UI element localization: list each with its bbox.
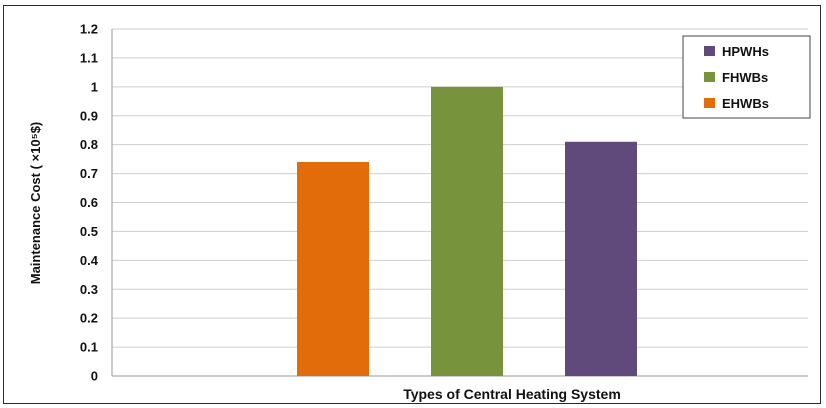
y-tick-label: 0.9 [80, 108, 98, 123]
y-tick-label: 0 [91, 369, 98, 384]
legend-swatch-ehwbs [704, 98, 715, 108]
y-tick-label: 0.8 [80, 137, 98, 152]
y-tick-label: 1.2 [80, 22, 98, 37]
x-axis-title: Types of Central Heating System [403, 386, 621, 402]
bar-hpwhs [565, 141, 637, 376]
legend-swatch-fhwbs [704, 72, 715, 82]
y-tick-label: 1 [91, 79, 98, 94]
legend-label-ehwbs: EHWBs [722, 96, 769, 111]
bars [297, 86, 637, 376]
y-tick-label: 0.1 [80, 340, 98, 355]
y-tick-label: 0.6 [80, 195, 98, 210]
legend: HPWHs FHWBs EHWBs [682, 35, 811, 119]
y-tick-label: 0.5 [80, 224, 98, 239]
y-tick-label: 0.3 [80, 282, 98, 297]
legend-label-hpwhs: HPWHs [722, 44, 769, 59]
y-tick-label: 0.2 [80, 311, 98, 326]
y-tick-label: 0.4 [80, 253, 99, 268]
legend-swatch-hpwhs [704, 46, 715, 56]
y-tick-label: 1.1 [80, 50, 98, 65]
y-tick-labels: 0 0.1 0.2 0.3 0.4 0.5 0.6 0.7 0.8 0.9 1 1.1 1.2 [80, 22, 99, 384]
bar-fhwbs [431, 86, 503, 376]
y-axis-title: Maintenance Cost ( ×10⁵$) [28, 122, 43, 285]
y-tick-label: 0.7 [80, 166, 98, 181]
bar-ehwbs [297, 162, 369, 376]
legend-label-fhwbs: FHWBs [722, 70, 768, 85]
